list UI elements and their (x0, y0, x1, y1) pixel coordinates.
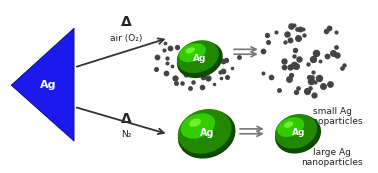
Ellipse shape (177, 41, 223, 78)
Ellipse shape (277, 117, 304, 137)
Ellipse shape (284, 121, 293, 128)
Text: Ag: Ag (193, 54, 207, 63)
Ellipse shape (177, 40, 219, 73)
Ellipse shape (181, 113, 215, 139)
Ellipse shape (275, 114, 317, 149)
Text: N₂: N₂ (121, 130, 131, 139)
Text: Ag: Ag (40, 80, 57, 90)
Ellipse shape (178, 109, 232, 154)
Ellipse shape (178, 110, 235, 159)
Text: air (O₂): air (O₂) (110, 34, 143, 43)
Ellipse shape (179, 43, 206, 62)
Text: Δ: Δ (121, 15, 132, 29)
Text: Ag: Ag (200, 129, 215, 139)
Text: Δ: Δ (121, 112, 132, 126)
Ellipse shape (275, 115, 321, 154)
Ellipse shape (186, 47, 195, 53)
Polygon shape (11, 28, 74, 141)
Text: Ag: Ag (291, 129, 305, 138)
Ellipse shape (189, 119, 201, 127)
Text: large Ag
nanoparticles: large Ag nanoparticles (302, 148, 363, 167)
Text: small Ag
nanoparticles: small Ag nanoparticles (302, 107, 363, 126)
